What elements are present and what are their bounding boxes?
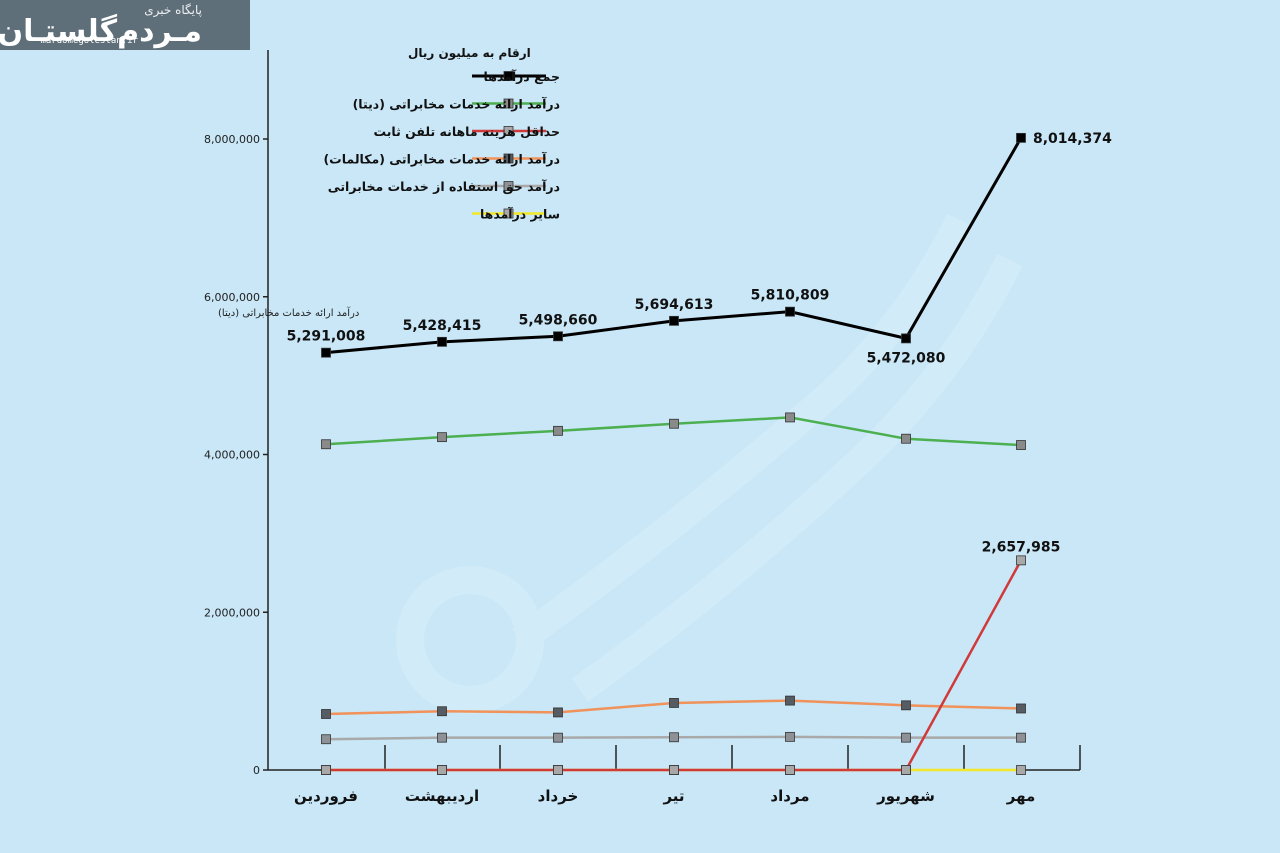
x-tick-label: فروردین — [294, 787, 358, 805]
series-3 — [321, 695, 1026, 719]
x-tick-label: مهر — [1006, 787, 1036, 805]
y-tick-label: 4,000,000 — [204, 449, 260, 462]
data-point — [901, 732, 911, 743]
data-point — [437, 336, 447, 347]
legend-marker — [503, 208, 514, 219]
data-point — [1016, 440, 1026, 450]
legend-label: درآمد ارائه خدمات مخابراتی (مکالمات) — [323, 152, 560, 167]
legend-label: جمع درآمدها — [484, 69, 561, 84]
legend-item: درآمد ارائه خدمات مخابراتی (دیتا) — [353, 97, 560, 112]
data-label: 5,291,008 — [287, 329, 366, 345]
y-tick-label: 8,000,000 — [204, 133, 260, 146]
data-point — [669, 315, 679, 326]
data-point — [437, 765, 447, 775]
legend-marker — [503, 71, 514, 81]
data-point — [785, 731, 795, 742]
data-label: 2,657,985 — [982, 539, 1061, 555]
data-point — [669, 732, 679, 743]
series-1 — [321, 412, 1026, 450]
data-point — [901, 333, 911, 344]
x-tick-label: شهریور — [876, 787, 935, 805]
data-label: 5,498,660 — [519, 312, 598, 328]
data-point — [437, 706, 447, 717]
legend-item: درآمد ارائه خدمات مخابراتی (مکالمات) — [323, 152, 560, 167]
side-note-label: درآمد ارائه خدمات مخابراتی (دیتا) — [218, 306, 359, 319]
data-point — [553, 765, 563, 775]
data-point — [785, 412, 795, 423]
brand-tagline: پایگاه خبری — [144, 3, 202, 17]
x-tick-label: تیر — [662, 787, 684, 805]
legend-marker — [503, 153, 514, 164]
data-point — [437, 732, 447, 743]
legend-item: درآمد حق استفاده از خدمات مخابراتی — [328, 179, 560, 194]
brand-url: mardomegolestan.ir — [40, 36, 138, 46]
x-tick-label: خرداد — [538, 787, 579, 805]
series-4 — [321, 731, 1026, 745]
data-label: 5,810,809 — [751, 288, 830, 304]
legend-item: حداقل هزینه ماهانه تلفن ثابت — [373, 124, 560, 139]
brand-logo: پایگاه خبری مـردم‌گلستـان mardomegolesta… — [0, 0, 250, 50]
data-point — [321, 439, 331, 450]
series-2 — [321, 555, 1026, 775]
data-point — [1016, 555, 1026, 566]
data-point — [669, 698, 679, 708]
data-point — [669, 418, 679, 429]
data-point — [321, 765, 331, 775]
data-point — [553, 425, 563, 436]
data-label: 5,694,613 — [635, 297, 714, 313]
data-point — [553, 707, 563, 718]
brand-name: مـردم‌گلستـان — [0, 14, 202, 49]
legend-marker — [503, 181, 514, 191]
y-tick-label: 6,000,000 — [204, 291, 260, 304]
legend-label: سایر درآمدها — [480, 207, 560, 222]
data-point — [321, 709, 331, 719]
legend-marker — [503, 98, 514, 109]
data-point — [1016, 732, 1026, 743]
legend-label: درآمد حق استفاده از خدمات مخابراتی — [328, 179, 560, 194]
y-tick-label: 0 — [253, 764, 260, 777]
data-point — [785, 306, 795, 317]
data-point — [785, 695, 795, 706]
legend-item: سایر درآمدها — [472, 207, 560, 222]
legend-label: حداقل هزینه ماهانه تلفن ثابت — [373, 124, 560, 139]
y-tick-label: 2,000,000 — [204, 606, 260, 619]
y-axis-label: ارقام به میلیون ریال — [408, 46, 531, 61]
data-point — [669, 765, 679, 775]
x-tick-label: مرداد — [770, 787, 809, 805]
data-label: 5,428,415 — [403, 318, 482, 334]
legend-label: درآمد ارائه خدمات مخابراتی (دیتا) — [353, 97, 560, 112]
data-point — [1016, 765, 1026, 775]
data-point — [437, 432, 447, 443]
watermark-logo — [396, 213, 1023, 714]
data-label: 5,472,080 — [867, 350, 946, 366]
legend-marker — [503, 126, 514, 136]
data-point — [553, 732, 563, 743]
series-0 — [321, 132, 1026, 358]
data-label: 8,014,374 — [1033, 131, 1112, 147]
data-point — [321, 347, 331, 358]
data-point — [1016, 132, 1026, 143]
legend-item: جمع درآمدها — [472, 69, 560, 84]
data-point — [553, 331, 563, 342]
data-point — [901, 765, 911, 775]
data-point — [1016, 703, 1026, 714]
x-tick-label: اردیبهشت — [405, 787, 479, 805]
data-point — [901, 433, 911, 444]
data-point — [785, 765, 795, 775]
data-point — [901, 700, 911, 711]
data-point — [321, 734, 331, 745]
